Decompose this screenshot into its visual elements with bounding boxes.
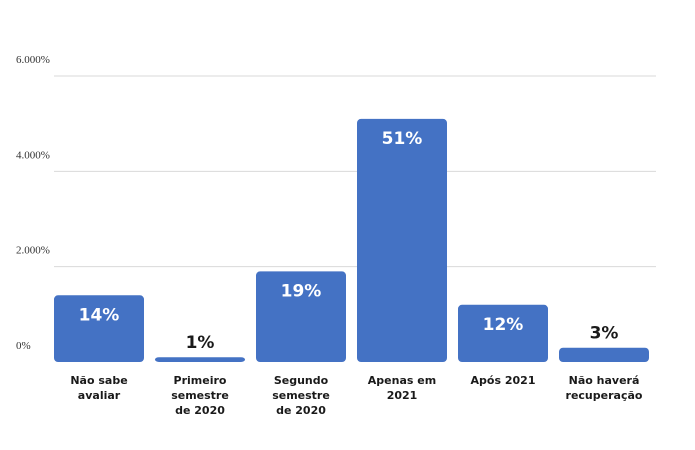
grid-lines	[54, 75, 656, 268]
x-category-label: Apenas em 2021	[368, 374, 436, 402]
x-category-label: Primeiro semestre de 2020	[171, 374, 229, 417]
y-tick-label: 4.000%	[16, 149, 50, 161]
bar	[155, 357, 245, 362]
x-category-label: Após 2021	[471, 374, 536, 387]
bar	[458, 304, 548, 362]
bar	[256, 271, 346, 362]
data-label: 12%	[483, 315, 524, 335]
bars	[54, 118, 649, 363]
y-tick-label: 2.000%	[16, 245, 50, 257]
y-axis-ticks: 0% 2.000% 4.000% 6.000%	[16, 54, 50, 352]
x-category-label: Não haverá recuperação	[566, 374, 643, 402]
data-label: 14%	[79, 305, 120, 325]
bar	[54, 295, 144, 362]
y-tick-label: 0%	[16, 340, 31, 352]
bar	[559, 347, 649, 362]
bar	[357, 118, 447, 363]
y-tick-label: 6.000%	[16, 54, 50, 66]
x-axis-categories: Não sabe avaliar Primeiro semestre de 2020 Se…	[70, 374, 643, 417]
data-label: 1%	[186, 333, 215, 353]
data-label: 3%	[590, 324, 619, 344]
data-label: 19%	[281, 281, 322, 301]
data-label: 51%	[382, 129, 423, 149]
x-category-label: Não sabe avaliar	[70, 374, 127, 402]
x-category-label: Segundo semestre de 2020	[272, 374, 330, 417]
data-labels: 14% 1% 19% 51% 12% 3%	[79, 129, 619, 353]
